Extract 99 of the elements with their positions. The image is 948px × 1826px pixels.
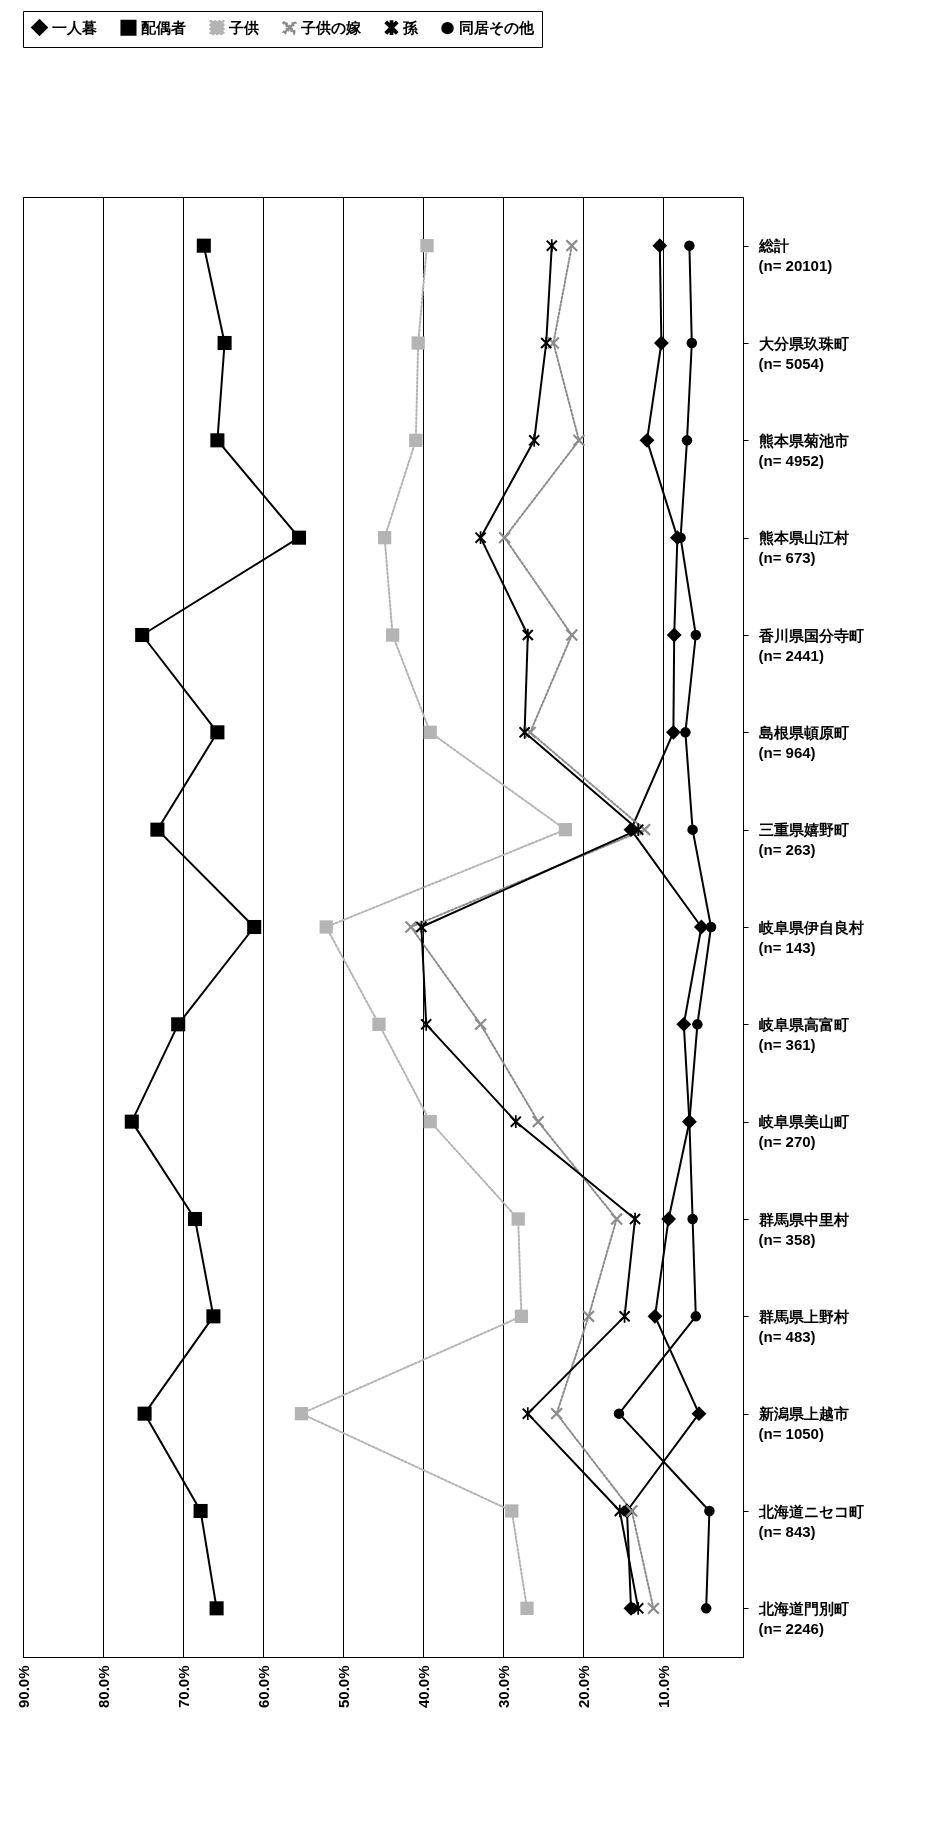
y-tick-label: 群馬県上野村 (n= 483) — [757, 1307, 849, 1345]
point — [558, 823, 573, 837]
point — [206, 1309, 221, 1324]
y-tick-label: 北海道門別町 (n= 2246) — [757, 1599, 849, 1637]
point — [565, 628, 578, 642]
point — [692, 1019, 703, 1030]
point — [565, 239, 578, 252]
point — [681, 435, 693, 446]
point — [684, 240, 695, 251]
point — [420, 239, 434, 253]
point — [532, 1115, 545, 1128]
point — [691, 1406, 707, 1422]
point — [209, 1601, 224, 1616]
point — [540, 336, 552, 350]
point — [704, 1505, 715, 1517]
y-tick-label: 岐阜県伊自良村 (n= 143) — [758, 918, 864, 956]
point — [647, 1308, 663, 1324]
y-tick-label: 岐阜県美山町 (n= 270) — [758, 1113, 849, 1151]
point — [474, 1018, 487, 1031]
point — [210, 433, 225, 448]
point — [423, 1115, 437, 1129]
point — [687, 824, 698, 835]
y-tick-label: 三重県嬉野町 (n= 263) — [758, 821, 849, 859]
y-tick-label: 岐阜県高富町 (n= 361) — [758, 1015, 849, 1053]
point — [511, 1212, 525, 1226]
point — [639, 432, 655, 448]
y-tick-label: 香川県国分寺町 (n= 2441) — [757, 626, 864, 664]
point — [693, 919, 709, 935]
legend-label: 子供 — [228, 18, 259, 36]
point — [522, 628, 534, 642]
point — [294, 1407, 309, 1421]
legend-label: 配偶者 — [141, 18, 186, 36]
y-tick-label: 熊本県菊池市 (n= 4952) — [758, 431, 849, 469]
point — [610, 1212, 623, 1226]
point — [423, 725, 437, 739]
legend-label: 一人暮 — [52, 18, 97, 36]
legend-label: 子供の嫁 — [300, 18, 362, 36]
point — [291, 530, 307, 545]
point — [629, 1212, 641, 1226]
point — [193, 1503, 208, 1519]
point — [665, 724, 681, 740]
point — [150, 822, 165, 837]
point — [690, 629, 702, 641]
y-tick-label: 熊本県山江村 (n= 673) — [758, 529, 849, 567]
x-tick-label: 20.0% — [574, 1665, 592, 1709]
point — [676, 1016, 692, 1032]
point — [409, 433, 423, 447]
point — [411, 336, 425, 350]
point — [661, 1211, 677, 1227]
point — [687, 1213, 698, 1225]
point — [171, 1017, 186, 1032]
point — [653, 335, 669, 351]
point — [247, 919, 262, 935]
y-tick-label: 総計 (n= 20101) — [757, 237, 833, 275]
point — [705, 921, 717, 933]
point — [614, 1504, 626, 1518]
point — [613, 1408, 625, 1419]
point — [514, 1309, 529, 1323]
point — [652, 238, 668, 254]
y-tick-label: 大分県玖珠町 (n= 5054) — [758, 334, 849, 372]
x-tick-label: 10.0% — [654, 1665, 672, 1709]
point — [372, 1017, 386, 1031]
x-tick-label: 50.0% — [334, 1665, 352, 1709]
x-tick-label: 30.0% — [494, 1665, 512, 1709]
point — [686, 337, 698, 349]
x-tick-label: 40.0% — [414, 1665, 432, 1709]
point — [550, 1407, 563, 1420]
point — [217, 335, 232, 351]
point — [505, 1504, 519, 1518]
point — [124, 1114, 139, 1129]
point — [210, 725, 225, 740]
point — [385, 628, 400, 642]
y-tick-label: 群馬県中里村 (n= 358) — [757, 1210, 849, 1248]
point — [520, 1601, 534, 1615]
point — [196, 238, 211, 253]
point — [582, 1310, 595, 1323]
point — [404, 920, 418, 934]
x-tick-label: 80.0% — [94, 1665, 112, 1709]
y-tick-label: 島根県頓原町 (n= 964) — [758, 723, 849, 761]
x-tick-label: 70.0% — [174, 1665, 192, 1709]
point — [319, 920, 333, 934]
legend-label: 同居その他 — [459, 19, 535, 37]
x-tick-label: 90.0% — [14, 1665, 32, 1709]
point — [690, 1311, 702, 1322]
legend-label: 孫 — [402, 18, 419, 36]
point — [680, 727, 691, 738]
point — [666, 627, 682, 643]
point — [377, 531, 392, 545]
point — [700, 1603, 712, 1614]
y-tick-label: 北海道ニセコ町 (n= 843) — [757, 1502, 864, 1540]
point — [498, 531, 511, 544]
x-tick-label: 60.0% — [254, 1665, 272, 1709]
point — [137, 1406, 152, 1421]
point — [647, 1602, 660, 1615]
y-tick-label: 新潟県上越市 (n= 1050) — [757, 1405, 849, 1443]
point — [135, 627, 150, 643]
point — [572, 434, 586, 447]
point — [625, 1504, 638, 1518]
point — [187, 1211, 203, 1227]
